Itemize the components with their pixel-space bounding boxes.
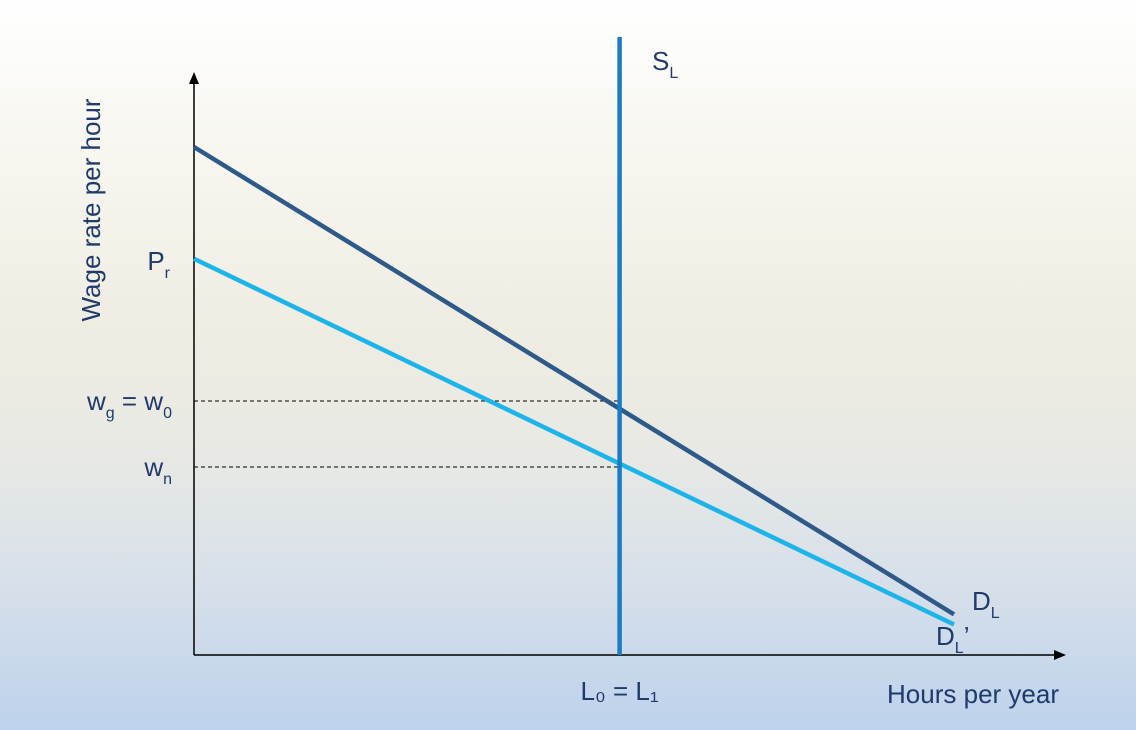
series-label-1: DL’ [936,621,969,657]
series-line-1 [193,256,955,627]
x-tick-label-0: L₀ = L₁ [581,676,659,706]
x-axis-label: Hours per year [887,679,1059,709]
series-lines [192,37,956,655]
y-axis-label: Wage rate per hour [76,98,106,321]
series-line-0 [192,145,956,617]
y-tick-labels: wg = w0 wn Pr [86,246,172,488]
y-tick-label-1: wn [143,452,172,488]
x-tick-labels: L₀ = L₁ [581,676,659,706]
reference-lines [194,400,620,468]
series-label-2: SL [652,46,678,82]
y-tick-0: Pr [147,246,170,282]
y-tick-label-0: wg = w0 [86,386,172,422]
series-label-0: DL [972,586,1000,622]
